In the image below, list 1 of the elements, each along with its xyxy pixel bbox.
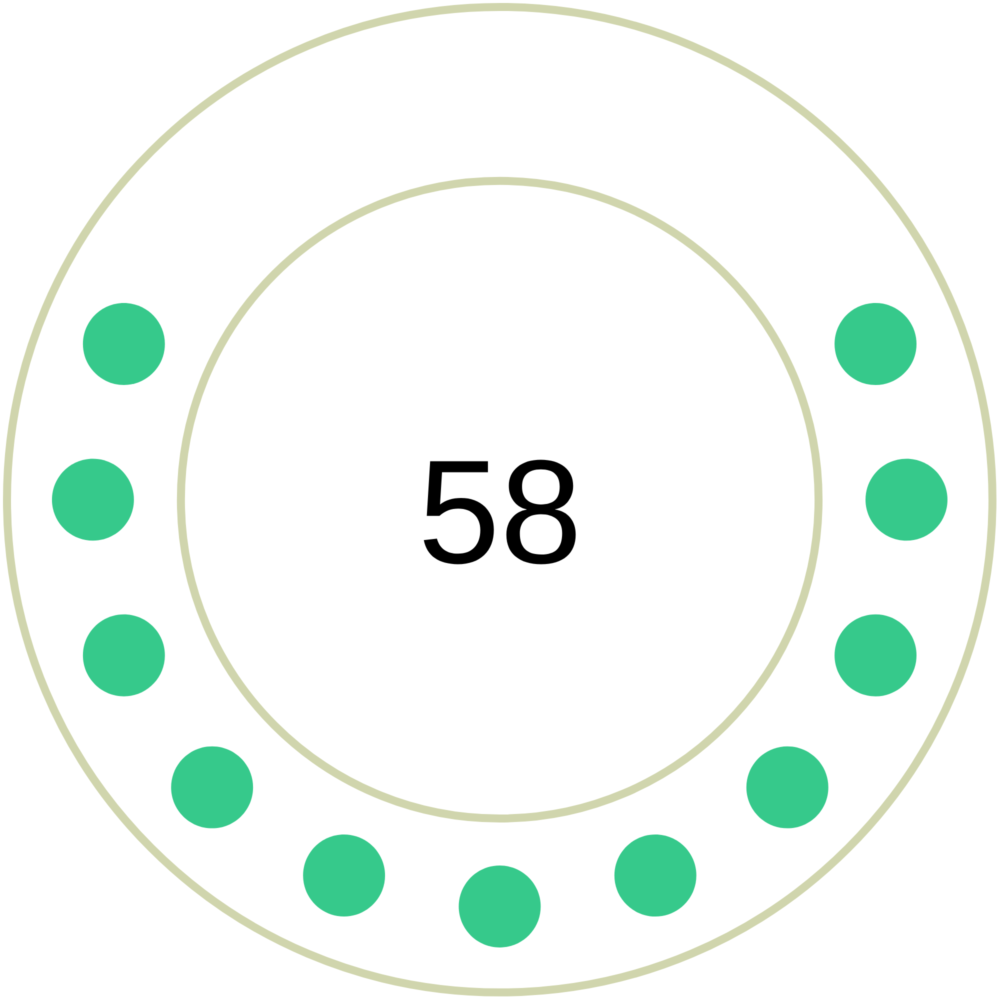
data-label: 58 bbox=[424, 460, 576, 564]
